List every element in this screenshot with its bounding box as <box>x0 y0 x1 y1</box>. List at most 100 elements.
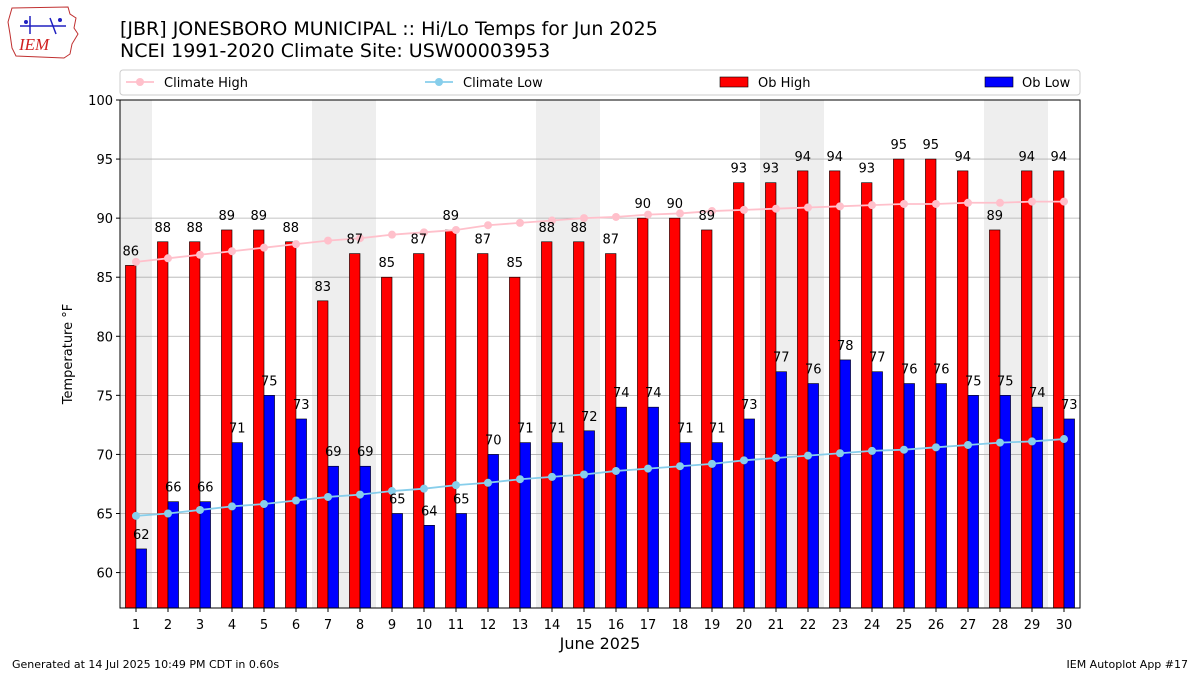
ob-low-label: 74 <box>645 386 662 401</box>
ob-low-label: 71 <box>709 422 726 437</box>
climate-low-point <box>1028 437 1036 446</box>
x-axis-label: June 2025 <box>559 634 641 653</box>
climate-low-point <box>516 475 524 484</box>
climate-low-point <box>868 446 876 455</box>
ob-high-bar <box>253 229 265 609</box>
climate-high-point <box>644 210 652 219</box>
y-tick-label: 90 <box>96 212 113 227</box>
ob-high-label: 94 <box>826 150 843 165</box>
climate-high-point <box>676 209 684 218</box>
generated-timestamp: Generated at 14 Jul 2025 10:49 PM CDT in… <box>12 658 280 671</box>
ob-low-label: 75 <box>261 374 278 389</box>
ob-low-bar <box>871 371 883 609</box>
ob-low-label: 76 <box>933 363 950 378</box>
climate-low-point <box>324 492 332 501</box>
climate-high-point <box>868 201 876 210</box>
ob-low-label: 73 <box>1061 398 1078 413</box>
y-tick-label: 100 <box>88 94 113 109</box>
ob-low-label: 71 <box>549 422 566 437</box>
ob-high-label: 90 <box>666 197 683 212</box>
x-tick-label: 23 <box>832 618 849 633</box>
climate-low-point <box>900 445 908 454</box>
climate-high-point <box>612 212 620 221</box>
climate-high-point <box>484 221 492 230</box>
ob-high-bar <box>925 158 937 609</box>
ob-high-label: 94 <box>794 150 811 165</box>
iem-logo: IEM <box>7 6 79 59</box>
x-tick-label: 2 <box>164 618 172 633</box>
ob-high-label: 88 <box>186 221 203 236</box>
climate-low-point <box>292 496 300 505</box>
ob-high-bar <box>573 241 585 609</box>
ob-low-label: 78 <box>837 339 854 354</box>
ob-high-label: 88 <box>570 221 587 236</box>
ob-low-label: 74 <box>1029 386 1046 401</box>
ob-high-label: 94 <box>954 150 971 165</box>
ob-low-bar <box>455 513 467 609</box>
x-tick-label: 16 <box>608 618 625 633</box>
ob-high-label: 87 <box>346 233 363 248</box>
ob-low-bar <box>647 406 659 609</box>
ob-high-bar <box>285 241 297 609</box>
ob-low-label: 75 <box>965 374 982 389</box>
ob-low-label: 75 <box>997 374 1014 389</box>
x-tick-label: 4 <box>228 618 236 633</box>
climate-high-point <box>324 236 332 245</box>
climate-high-point <box>228 247 236 256</box>
ob-high-bar <box>605 253 617 609</box>
climate-high-point <box>1060 197 1068 206</box>
x-tick-label: 28 <box>992 618 1009 633</box>
ob-high-label: 89 <box>250 209 267 224</box>
chart-title: [JBR] JONESBORO MUNICIPAL :: Hi/Lo Temps… <box>120 18 658 40</box>
ob-low-bar <box>487 454 499 609</box>
x-tick-label: 27 <box>960 618 977 633</box>
x-tick-label: 26 <box>928 618 945 633</box>
climate-high-point <box>900 199 908 208</box>
climate-high-point <box>580 214 588 223</box>
ob-high-label: 95 <box>922 138 939 153</box>
climate-high-point <box>196 250 204 259</box>
ob-low-label: 62 <box>133 528 150 543</box>
ob-low-bar <box>967 395 979 609</box>
ob-high-label: 88 <box>538 221 555 236</box>
climate-high-point <box>932 199 940 208</box>
climate-low-point <box>836 449 844 458</box>
ob-high-label: 83 <box>314 280 331 295</box>
y-tick-label: 85 <box>96 271 113 286</box>
y-tick-label: 80 <box>96 330 113 345</box>
ob-low-bar <box>423 525 435 609</box>
climate-high-point <box>740 205 748 214</box>
ob-low-label: 76 <box>805 363 822 378</box>
y-axis-label: Temperature °F <box>61 304 76 405</box>
ob-low-label: 77 <box>773 351 790 366</box>
ob-high-bar <box>765 182 777 609</box>
climate-high-point <box>804 203 812 212</box>
ob-high-bar <box>893 158 905 609</box>
ob-low-bar <box>551 442 563 609</box>
ob-high-label: 85 <box>506 256 523 271</box>
plot-frame <box>119 99 1081 609</box>
ob-low-bar <box>1063 418 1075 609</box>
ob-high-bar <box>637 217 649 609</box>
x-tick-label: 20 <box>736 618 753 633</box>
climate-low-point <box>356 490 364 499</box>
ob-low-bar <box>903 383 915 609</box>
ob-high-bar <box>349 253 361 609</box>
ob-high-bar <box>957 170 969 609</box>
climate-high-point <box>836 202 844 211</box>
y-tick-label: 70 <box>96 448 113 463</box>
climate-high-point <box>356 234 364 243</box>
x-tick-label: 18 <box>672 618 689 633</box>
x-tick-label: 10 <box>416 618 433 633</box>
climate-low-point <box>804 451 812 460</box>
climate-low-point <box>1060 435 1068 444</box>
climate-high-point <box>132 257 140 266</box>
climate-low-point <box>964 440 972 449</box>
ob-low-bar <box>615 406 627 609</box>
x-tick-label: 22 <box>800 618 817 633</box>
climate-high-point <box>452 225 460 234</box>
ob-low-label: 76 <box>901 363 918 378</box>
ob-low-label: 72 <box>581 410 598 425</box>
ob-low-label: 65 <box>453 492 470 507</box>
